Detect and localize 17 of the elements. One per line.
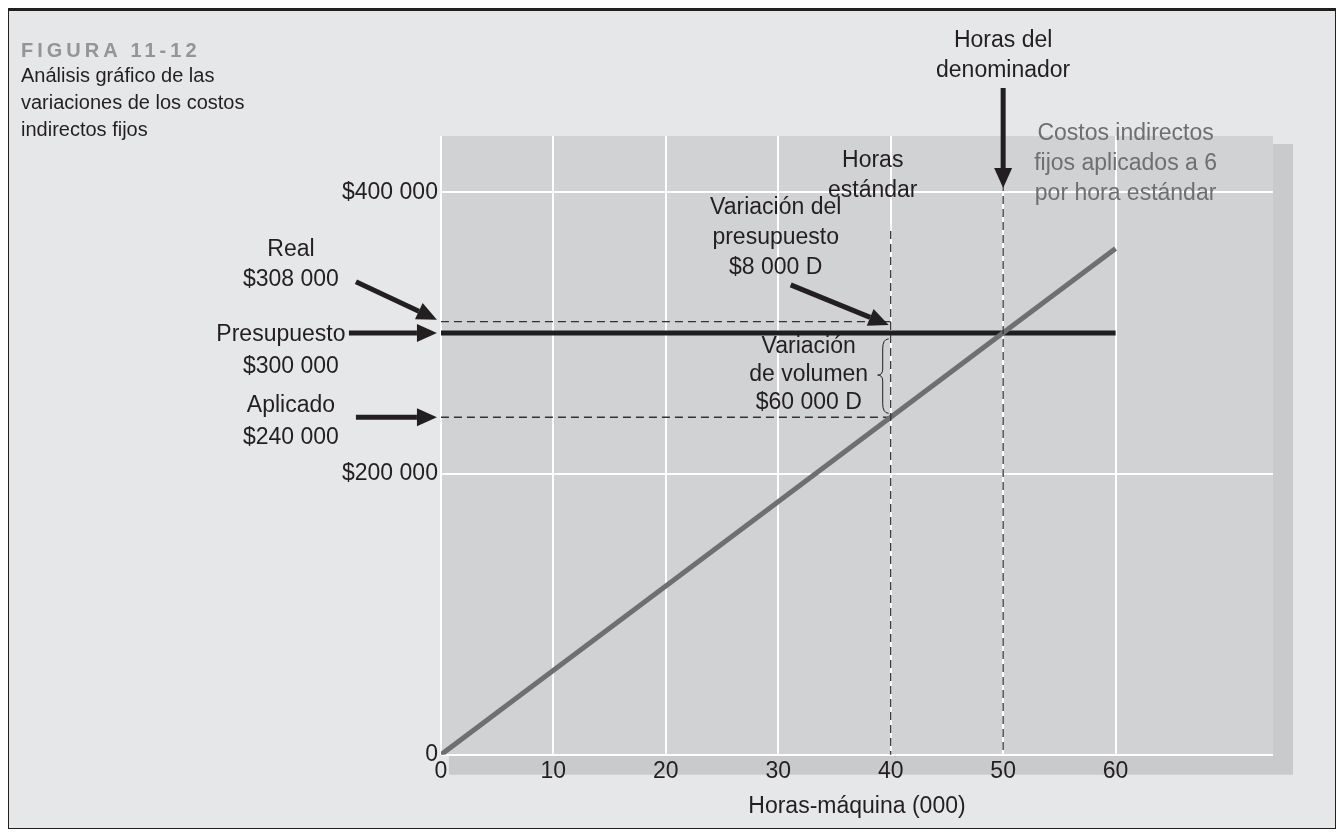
x-tick-label: 50 (990, 756, 1016, 783)
ref-line-label: Horas del denominador (936, 26, 1071, 83)
y-tick-label: $200 000 (341, 458, 438, 485)
text: Real $308 000 (242, 234, 339, 291)
y-tick-label: $400 000 (341, 177, 438, 204)
text: FIGURA 11-12 (21, 39, 202, 62)
x-axis-title: Horas-máquina (000) (748, 791, 966, 818)
annotation: Variación de volumen $60 000 D (749, 332, 869, 415)
x-tick-label: 20 (653, 756, 679, 783)
x-tick-label: 40 (877, 756, 904, 783)
text: Análisis gráfico de las variaciones de los costos indirectos fijos (21, 63, 246, 142)
text: Aplicado $240 000 (242, 390, 339, 449)
x-tick-label: 60 (1102, 756, 1129, 783)
text: Presupuesto $300 000 (216, 320, 346, 379)
x-tick-label: 10 (540, 756, 567, 783)
text: Costos indirectos fijos aplicados a 6 por hora estándar (1034, 118, 1217, 205)
x-tick-label: 30 (765, 756, 792, 783)
